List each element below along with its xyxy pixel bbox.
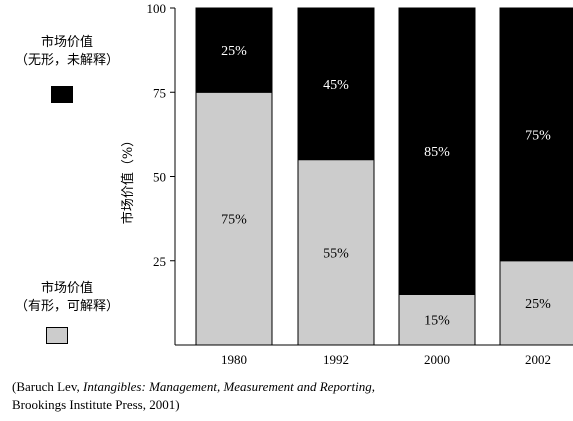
data-label-1980-tangible: 75% xyxy=(221,213,247,228)
bar-1992-intangible xyxy=(297,7,375,161)
y-tick-label-100: 100 xyxy=(147,1,167,16)
y-tick-label-50: 50 xyxy=(153,170,166,185)
y-tick-label-75: 75 xyxy=(153,85,166,100)
data-label-1992-tangible: 55% xyxy=(323,246,349,261)
legend-intangible-line1: 市场价值 xyxy=(40,35,93,50)
bar-2000-intangible xyxy=(398,7,476,295)
x-tick-label-1992: 1992 xyxy=(323,352,349,367)
bar-1992-tangible xyxy=(297,159,375,346)
x-tick-label-2000: 2000 xyxy=(424,352,450,367)
legend-intangible-line2: （无形，未解释） xyxy=(14,53,119,68)
bar-2002-intangible xyxy=(499,7,573,262)
data-label-1992-intangible: 45% xyxy=(323,78,349,93)
y-tick-label-25: 25 xyxy=(153,254,166,269)
legend-intangible-label: 市场价值 （无形，未解释） xyxy=(2,34,132,70)
legend-tangible-line1: 市场价值 xyxy=(40,281,93,296)
source-line2: Brookings Institute Press, 2001) xyxy=(12,397,180,412)
bar-1980-intangible xyxy=(195,7,273,93)
data-label-2000-tangible: 15% xyxy=(424,314,450,329)
bar-1980-tangible xyxy=(195,91,273,346)
data-label-1980-intangible: 25% xyxy=(221,44,247,59)
stacked-bar-chart: 25 50 75 100 75% 25% 1980 55% 45% 1992 15% 85% 2000 2… xyxy=(147,1,573,367)
source-title: Intangibles: Management, Measurement and… xyxy=(83,379,375,394)
source-open: (Baruch Lev, xyxy=(12,379,83,394)
legend-tangible-label: 市场价值 （有形，可解释） xyxy=(2,280,132,316)
legend-tangible-swatch xyxy=(46,327,68,344)
data-label-2002-tangible: 25% xyxy=(525,297,551,312)
x-tick-label-1980: 1980 xyxy=(221,352,247,367)
source-citation: (Baruch Lev, Intangibles: Management, Me… xyxy=(12,378,375,414)
legend-tangible-line2: （有形，可解释） xyxy=(14,299,119,314)
bar-2000-tangible xyxy=(398,293,476,346)
data-label-2000-intangible: 85% xyxy=(424,145,450,160)
bar-2002-tangible xyxy=(499,260,573,346)
legend-intangible-swatch xyxy=(51,86,73,103)
x-tick-label-2002: 2002 xyxy=(525,352,551,367)
source-line1: (Baruch Lev, Intangibles: Management, Me… xyxy=(12,378,375,396)
data-label-2002-intangible: 75% xyxy=(525,128,551,143)
